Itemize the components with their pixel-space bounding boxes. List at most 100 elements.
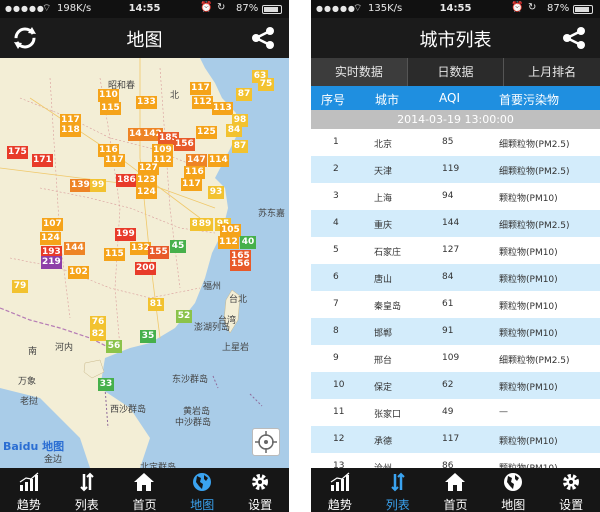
aqi-marker[interactable]: 105	[220, 224, 241, 237]
aqi-marker[interactable]: 156	[174, 138, 195, 151]
aqi-marker[interactable]: 75	[258, 78, 274, 91]
aqi-marker[interactable]: 125	[196, 126, 217, 139]
aqi-marker[interactable]: 89	[197, 218, 213, 231]
aqi-marker[interactable]: 81	[148, 298, 164, 311]
aqi-marker[interactable]: 115	[104, 248, 125, 261]
map-place-label: 澎湖列岛	[194, 323, 231, 333]
aqi-marker[interactable]: 156	[230, 258, 251, 271]
aqi-marker[interactable]: 117	[104, 154, 125, 167]
aqi-marker[interactable]: 193	[41, 246, 62, 259]
table-row[interactable]: 10 保定 62 颗粒物(PM10)	[311, 372, 600, 399]
table-row[interactable]: 1 北京 85 细颗粒物(PM2.5)	[311, 129, 600, 156]
row-number: 12	[333, 434, 345, 444]
tab-settings[interactable]: 设置	[542, 468, 600, 512]
aqi-marker[interactable]: 79	[12, 280, 28, 293]
tab-home[interactable]: 首页	[427, 468, 485, 512]
aqi-marker[interactable]: 107	[42, 218, 63, 231]
aqi-marker[interactable]: 155	[148, 246, 169, 259]
aqi-marker[interactable]: 87	[232, 140, 248, 153]
refresh-icon[interactable]	[12, 25, 38, 51]
table-row[interactable]: 3 上海 94 颗粒物(PM10)	[311, 183, 600, 210]
aqi-map[interactable]: 昭和春北苏东嘉 台北 福州 台湾 澎湖列岛 上星岩 河内 万象 东沙群岛 西沙群岛 黄岩岛 中沙群岛金…	[0, 58, 289, 468]
aqi-marker[interactable]: 113	[212, 102, 233, 115]
aqi-marker[interactable]: 99	[90, 179, 106, 192]
aqi-marker[interactable]: 76	[90, 316, 106, 329]
aqi-marker[interactable]: 200	[135, 262, 156, 275]
aqi-marker[interactable]: 199	[115, 228, 136, 241]
aqi-marker[interactable]: 56	[106, 340, 122, 353]
aqi-marker[interactable]: 132	[130, 242, 151, 255]
aqi-marker[interactable]: 147	[186, 154, 207, 167]
city-table[interactable]: 1 北京 85 细颗粒物(PM2.5) 2 天津 119 细颗粒物(PM2.5) 3 上海 94 颗粒…	[311, 129, 600, 468]
aqi-marker[interactable]: 110	[98, 89, 119, 102]
aqi-marker[interactable]: 33	[98, 378, 114, 391]
aqi-marker[interactable]: 142	[142, 128, 163, 141]
aqi-marker[interactable]: 102	[68, 266, 89, 279]
table-row[interactable]: 4 重庆 144 细颗粒物(PM2.5)	[311, 210, 600, 237]
subtab-last-month-rank[interactable]: 上月排名	[528, 65, 577, 79]
column-header-aqi[interactable]: AQI	[439, 91, 460, 105]
tab-map[interactable]: 地图	[484, 468, 542, 512]
aqi-marker[interactable]: 98	[232, 114, 248, 127]
table-row[interactable]: 12 承德 117 颗粒物(PM10)	[311, 426, 600, 453]
table-row[interactable]: 13 沧州 86 颗粒物(PM10)	[311, 453, 600, 468]
share-icon[interactable]	[562, 27, 586, 49]
aqi-marker[interactable]: 116	[184, 166, 205, 179]
tab-list[interactable]: 列表	[58, 468, 116, 512]
column-header-no[interactable]: 序号	[321, 93, 346, 107]
table-row[interactable]: 7 秦皇岛 61 颗粒物(PM10)	[311, 291, 600, 318]
aqi-marker[interactable]: 87	[236, 88, 252, 101]
aqi-marker[interactable]: 114	[208, 154, 229, 167]
table-row[interactable]: 9 邢台 109 细颗粒物(PM2.5)	[311, 345, 600, 372]
aqi-marker[interactable]: 186	[116, 174, 137, 187]
aqi-marker[interactable]: 123	[136, 174, 157, 187]
column-header-pollutant[interactable]: 首要污染物	[499, 93, 560, 107]
subtab-daily[interactable]: 日数据	[408, 58, 505, 86]
aqi-marker[interactable]: 175	[7, 146, 28, 159]
battery-percent: 87%	[547, 3, 570, 14]
aqi-marker[interactable]: 219	[41, 256, 62, 269]
aqi-marker[interactable]: 40	[240, 236, 256, 249]
aqi-marker[interactable]: 139	[70, 179, 91, 192]
aqi-marker[interactable]: 171	[32, 154, 53, 167]
aqi-marker[interactable]: 84	[226, 124, 242, 137]
aqi-marker[interactable]: 133	[136, 96, 157, 109]
aqi-marker[interactable]: 115	[100, 102, 121, 115]
aqi-marker[interactable]: 117	[190, 82, 211, 95]
aqi-marker[interactable]: 82	[90, 328, 106, 341]
column-header-city[interactable]: 城市	[375, 93, 400, 107]
table-row[interactable]: 11 张家口 49 —	[311, 399, 600, 426]
aqi-marker[interactable]: 116	[98, 144, 119, 157]
aqi-marker[interactable]: 144	[64, 242, 85, 255]
aqi-marker[interactable]: 93	[208, 186, 224, 199]
alarm-icon: ⏰	[511, 2, 524, 13]
aqi-marker[interactable]: 124	[136, 186, 157, 199]
tab-trend[interactable]: 趋势	[0, 468, 58, 512]
aqi-marker[interactable]: 117	[60, 114, 81, 127]
aqi-marker[interactable]: 35	[140, 330, 156, 343]
aqi-marker[interactable]: 124	[40, 232, 61, 245]
table-row[interactable]: 6 唐山 84 颗粒物(PM10)	[311, 264, 600, 291]
share-icon[interactable]	[251, 27, 275, 49]
tab-map[interactable]: 地图	[173, 468, 231, 512]
tab-settings[interactable]: 设置	[231, 468, 289, 512]
aqi-marker[interactable]: 45	[170, 240, 186, 253]
row-aqi: 127	[442, 245, 460, 255]
locate-button[interactable]	[252, 428, 280, 456]
aqi-marker[interactable]: 185	[158, 132, 179, 145]
tab-trend[interactable]: 趋势	[311, 468, 369, 512]
subtab-realtime[interactable]: 实时数据	[311, 58, 408, 86]
row-city: 上海	[374, 194, 393, 204]
aqi-marker[interactable]: 52	[176, 310, 192, 323]
aqi-marker[interactable]: 112	[192, 96, 213, 109]
table-row[interactable]: 5 石家庄 127 颗粒物(PM10)	[311, 237, 600, 264]
table-row[interactable]: 8 邯郸 91 颗粒物(PM10)	[311, 318, 600, 345]
tab-list[interactable]: 列表	[369, 468, 427, 512]
aqi-marker[interactable]: 127	[138, 162, 159, 175]
aqi-marker[interactable]: 117	[181, 178, 202, 191]
aqi-marker[interactable]: 109	[152, 144, 173, 157]
table-row[interactable]: 2 天津 119 细颗粒物(PM2.5)	[311, 156, 600, 183]
aqi-marker[interactable]: 118	[60, 124, 81, 137]
tab-home[interactable]: 首页	[116, 468, 174, 512]
aqi-marker[interactable]: 112	[218, 236, 239, 249]
